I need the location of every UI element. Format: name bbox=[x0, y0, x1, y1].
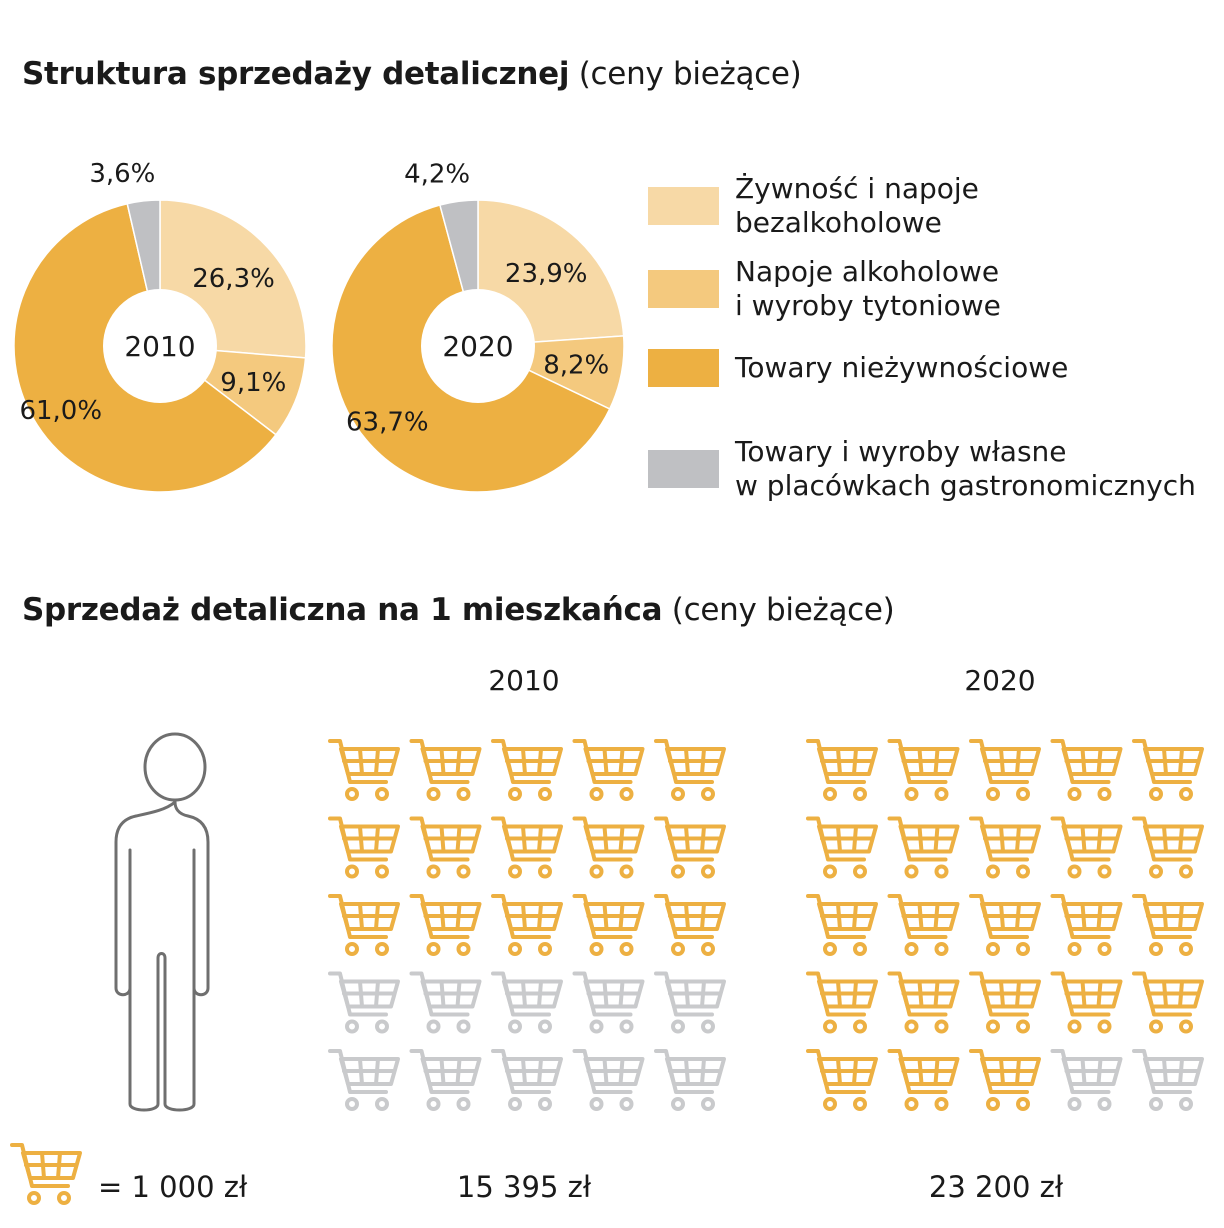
donut-center-label: 2020 bbox=[442, 330, 513, 363]
donut-slice-label: 26,3% bbox=[192, 264, 275, 294]
legend-label-food: Żywność i napoje bezalkoholowe bbox=[735, 172, 979, 239]
shopping-cart-icon bbox=[1050, 894, 1123, 956]
legend-swatch-nonfood bbox=[648, 349, 719, 387]
shopping-cart-icon bbox=[491, 1049, 563, 1111]
shopping-cart-icon bbox=[1132, 971, 1204, 1034]
shopping-cart-icon bbox=[806, 816, 878, 879]
shopping-cart-icon bbox=[409, 1049, 482, 1111]
legend-label-gastronomy: Towary i wyroby własne w placówkach gast… bbox=[735, 435, 1196, 502]
shopping-cart-icon bbox=[572, 1049, 645, 1111]
shopping-cart-icon bbox=[1132, 1049, 1204, 1111]
shopping-cart-icon bbox=[1050, 1049, 1123, 1111]
person-icon bbox=[114, 732, 210, 1112]
donut-slice-label: 61,0% bbox=[19, 396, 102, 426]
shopping-cart-icon bbox=[572, 739, 645, 801]
shopping-cart-icon bbox=[969, 894, 1041, 956]
total-label-2020: 23 200 zł bbox=[928, 1170, 1064, 1204]
shopping-cart-icon bbox=[806, 739, 878, 801]
shopping-cart-icon bbox=[969, 816, 1041, 879]
section2-title-bold: Sprzedaż detaliczna na 1 mieszkańca bbox=[22, 592, 663, 628]
shopping-cart-icon bbox=[409, 894, 482, 956]
shopping-cart-icon bbox=[887, 971, 960, 1034]
shopping-cart-icon bbox=[969, 1049, 1041, 1111]
legend-item-gastronomy: Towary i wyroby własne w placówkach gast… bbox=[648, 435, 1196, 503]
shopping-cart-icon bbox=[409, 971, 482, 1034]
shopping-cart-icon bbox=[328, 894, 400, 956]
legend-item-alcohol: Napoje alkoholowe i wyroby tytoniowe bbox=[648, 255, 1001, 323]
legend-swatch-food bbox=[648, 187, 719, 225]
legend-swatch-alcohol bbox=[648, 270, 719, 308]
shopping-cart-icon bbox=[887, 1049, 960, 1111]
shopping-cart-icon bbox=[10, 1143, 82, 1205]
year-label-2010: 2010 bbox=[488, 664, 560, 697]
shopping-cart-icon bbox=[328, 1049, 400, 1111]
shopping-cart-icon bbox=[572, 816, 645, 879]
donut-hole bbox=[421, 289, 535, 403]
shopping-cart-icon bbox=[1132, 739, 1204, 801]
shopping-cart-icon bbox=[491, 894, 563, 956]
shopping-cart-icon bbox=[328, 739, 400, 801]
unit-label: = 1 000 zł bbox=[98, 1170, 248, 1204]
shopping-cart-icon bbox=[572, 894, 645, 956]
donut-slice-label: 23,9% bbox=[505, 259, 588, 289]
shopping-cart-icon bbox=[1050, 816, 1123, 879]
shopping-cart-icon bbox=[491, 971, 563, 1034]
shopping-cart-icon bbox=[654, 816, 726, 879]
shopping-cart-icon bbox=[409, 739, 482, 801]
legend-item-food: Żywność i napoje bezalkoholowe bbox=[648, 172, 979, 240]
shopping-cart-icon bbox=[654, 894, 726, 956]
shopping-cart-icon bbox=[328, 816, 400, 879]
shopping-cart-icon-shape bbox=[10, 1143, 82, 1205]
shopping-cart-icon bbox=[654, 739, 726, 801]
donut-hole bbox=[103, 289, 217, 403]
section1-title-light: (ceny bieżące) bbox=[578, 56, 802, 92]
shopping-cart-icon bbox=[806, 894, 878, 956]
shopping-cart-icon bbox=[572, 971, 645, 1034]
section2-title: Sprzedaż detaliczna na 1 mieszkańca (cen… bbox=[22, 592, 895, 628]
legend-label-alcohol: Napoje alkoholowe i wyroby tytoniowe bbox=[735, 255, 1001, 322]
shopping-cart-icon bbox=[491, 739, 563, 801]
legend-item-nonfood: Towary nieżywnościowe bbox=[648, 349, 1068, 387]
donut-slice-label: 4,2% bbox=[404, 160, 470, 190]
shopping-cart-icon bbox=[887, 816, 960, 879]
shopping-cart-icon bbox=[806, 1049, 878, 1111]
donut-slice-label: 9,1% bbox=[220, 368, 286, 398]
shopping-cart-icon bbox=[328, 971, 400, 1034]
legend-label-nonfood: Towary nieżywnościowe bbox=[735, 351, 1069, 384]
donut-slice-label: 8,2% bbox=[543, 351, 609, 381]
shopping-cart-icon bbox=[654, 1049, 726, 1111]
shopping-cart-icon bbox=[491, 816, 563, 879]
shopping-cart-icon bbox=[887, 894, 960, 956]
donut-slice-label: 63,7% bbox=[346, 408, 429, 438]
legend-swatch-gastronomy bbox=[648, 450, 719, 488]
shopping-cart-icon bbox=[969, 971, 1041, 1034]
shopping-cart-icon bbox=[409, 816, 482, 879]
shopping-cart-icon bbox=[1132, 816, 1204, 879]
donut-slice-label: 3,6% bbox=[89, 159, 155, 189]
section1-title: Struktura sprzedaży detalicznej (ceny bi… bbox=[22, 56, 802, 92]
shopping-cart-icon bbox=[1050, 739, 1123, 801]
section1-title-bold: Struktura sprzedaży detalicznej bbox=[22, 56, 570, 92]
shopping-cart-icon bbox=[1050, 971, 1123, 1034]
donut-chart-2010: 26,3% 9,1% 61,0% 3,6% 2010 bbox=[13, 159, 307, 493]
shopping-cart-icon bbox=[1132, 894, 1204, 956]
shopping-cart-icon bbox=[806, 971, 878, 1034]
shopping-cart-icon bbox=[654, 971, 726, 1034]
shopping-cart-icon bbox=[887, 739, 960, 801]
shopping-cart-icon bbox=[969, 739, 1041, 801]
section2-title-light: (ceny bieżące) bbox=[671, 592, 895, 628]
donut-center-label: 2010 bbox=[124, 330, 195, 363]
total-label-2010: 15 395 zł bbox=[456, 1170, 592, 1204]
donut-chart-2020: 23,9% 8,2% 63,7% 4,2% 2020 bbox=[331, 160, 625, 493]
year-label-2020: 2020 bbox=[964, 664, 1036, 697]
